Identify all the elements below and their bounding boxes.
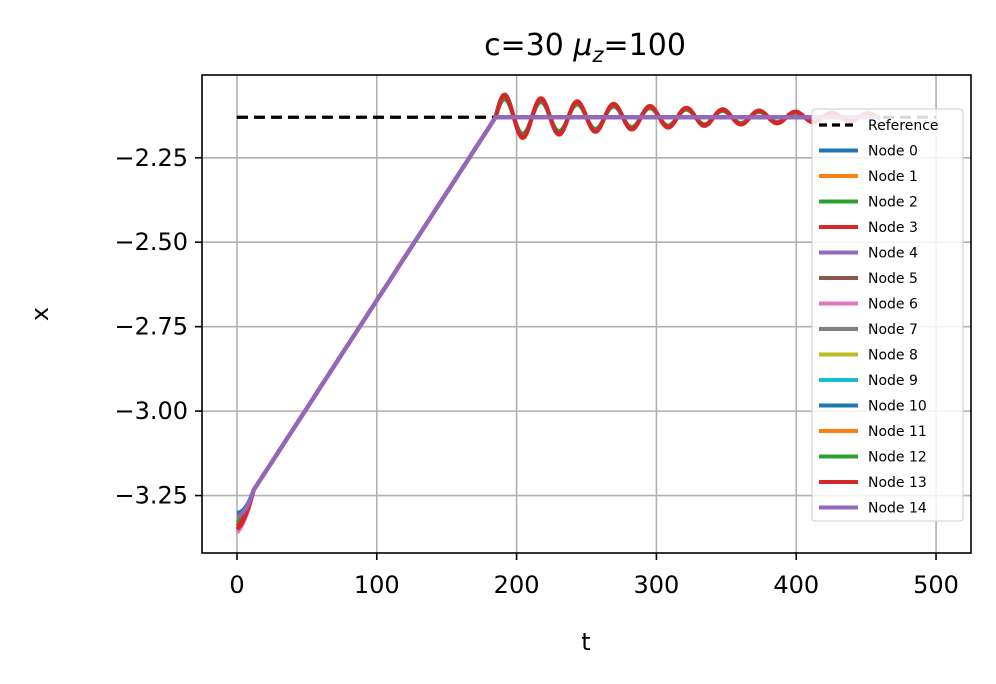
series-node-6-line [235, 115, 881, 535]
x-tick-label: 500 [913, 571, 959, 599]
series-node-8-line [236, 115, 881, 518]
series-node-1-line [236, 96, 881, 522]
legend-label: Node 4 [868, 246, 918, 262]
series-node-9-line [236, 115, 881, 515]
chart-title: c=30 μz=100 [484, 28, 686, 67]
legend-label: Node 5 [868, 271, 918, 287]
series-node-7-line [236, 115, 881, 522]
legend-label: Node 6 [868, 297, 918, 313]
legend-label: Node 3 [868, 220, 918, 236]
plot-area [235, 92, 937, 535]
x-tick-label: 400 [773, 571, 819, 599]
legend-label: Node 7 [868, 322, 918, 338]
legend-label: Node 13 [868, 475, 927, 491]
y-tick-label: −2.50 [114, 228, 188, 256]
x-tick-label: 300 [634, 571, 680, 599]
x-axis-ticks: 0 100 200 300 400 500 [229, 553, 959, 599]
series-node-12-line [236, 96, 881, 525]
y-tick-label: −3.25 [114, 482, 188, 510]
series-node-10-line [236, 115, 881, 515]
legend-label: Node 1 [868, 169, 918, 185]
legend-label: Node 8 [868, 348, 918, 364]
legend-box [811, 108, 964, 522]
legend-label: Node 14 [868, 501, 927, 517]
legend-label: Node 11 [868, 424, 927, 440]
y-axis-ticks: −2.25 −2.50 −2.75 −3.00 −3.25 [114, 144, 202, 510]
series-node-0-line [236, 97, 881, 515]
series-node-4-line [236, 115, 881, 518]
series-node-2-line [236, 94, 882, 525]
series-node-11-line [236, 115, 881, 518]
series-node-3-line [235, 92, 882, 531]
legend: Reference Node 0 Node 1 Node 2 Node 3 Node 4 N… [811, 108, 964, 522]
x-axis-label: t [581, 628, 590, 656]
x-tick-label: 100 [354, 571, 400, 599]
legend-label: Node 9 [868, 373, 918, 389]
x-tick-label: 0 [229, 571, 244, 599]
legend-label: Node 2 [868, 195, 918, 211]
series-node-5-line [236, 115, 881, 515]
y-tick-label: −2.25 [114, 144, 188, 172]
y-axis-label: x [26, 307, 54, 321]
axes-frame [201, 74, 972, 554]
y-tick-label: −2.75 [114, 313, 188, 341]
x-tick-label: 200 [494, 571, 540, 599]
legend-label: Node 10 [868, 399, 927, 415]
series-node-13-line [235, 93, 882, 528]
legend-label: Node 12 [868, 450, 927, 466]
series-node-14-line [236, 115, 881, 518]
y-tick-label: −3.00 [114, 397, 188, 425]
legend-label: Node 0 [868, 144, 918, 160]
legend-label: Reference [868, 118, 939, 134]
